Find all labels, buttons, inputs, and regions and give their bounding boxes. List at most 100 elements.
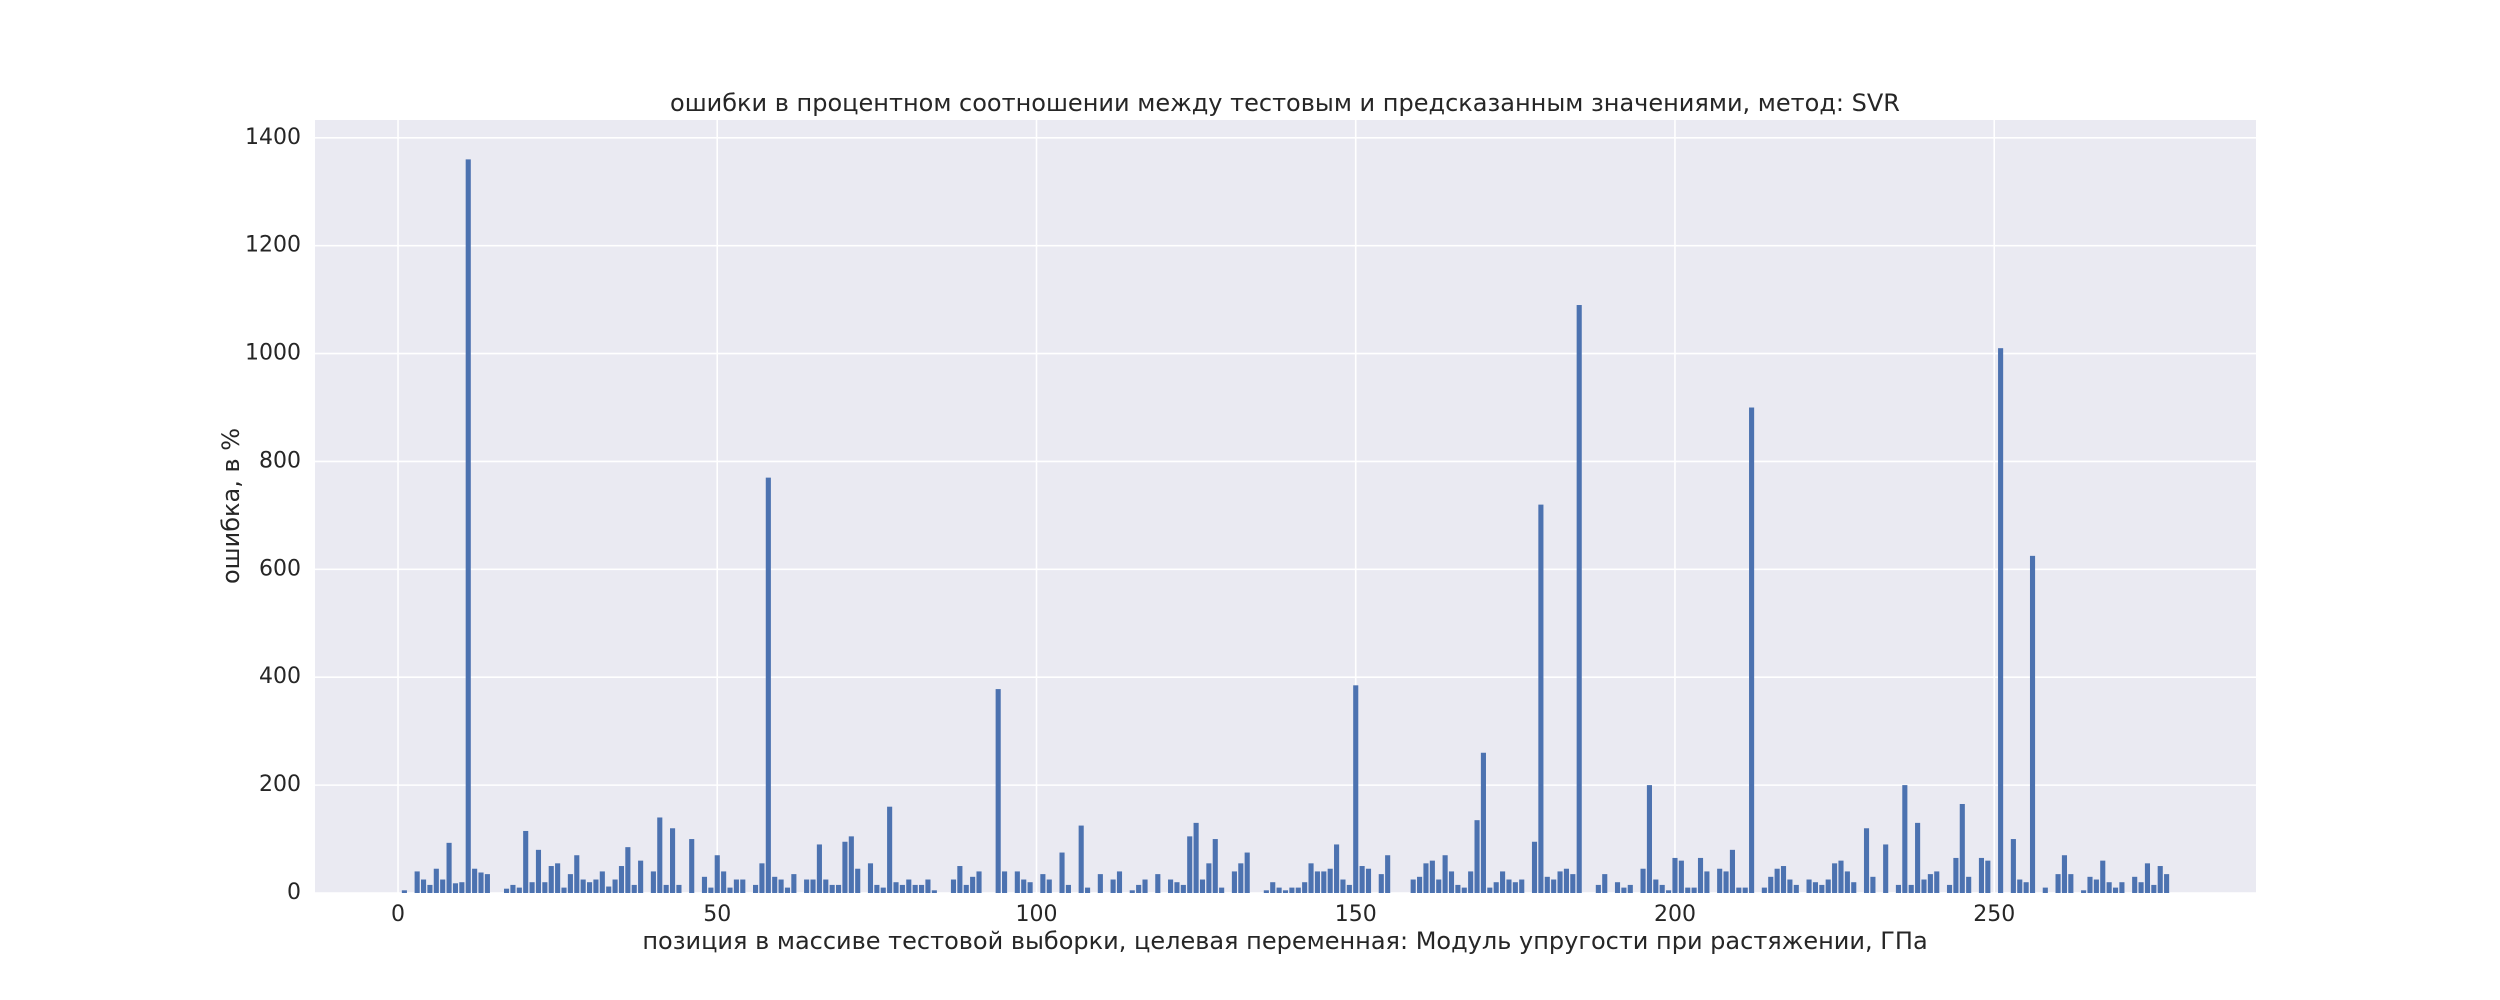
bar bbox=[2157, 866, 2163, 893]
bar bbox=[1927, 874, 1933, 893]
bar bbox=[1666, 890, 1672, 893]
bar bbox=[427, 884, 433, 893]
bar bbox=[542, 882, 548, 893]
bar bbox=[855, 868, 861, 893]
bar bbox=[1851, 882, 1857, 893]
bar bbox=[1863, 828, 1870, 893]
bar bbox=[1270, 882, 1276, 893]
bar bbox=[1825, 879, 1831, 893]
bar bbox=[631, 884, 637, 893]
bar bbox=[1174, 882, 1180, 893]
bar bbox=[2164, 874, 2170, 893]
bar bbox=[2055, 874, 2061, 893]
bar bbox=[1027, 882, 1033, 893]
bar bbox=[740, 879, 746, 893]
bar bbox=[1895, 884, 1902, 893]
bar bbox=[1627, 884, 1633, 893]
bar bbox=[836, 884, 842, 893]
bar bbox=[452, 883, 459, 893]
bar bbox=[1353, 685, 1359, 893]
bar bbox=[1959, 803, 1965, 893]
bar bbox=[727, 887, 733, 893]
y-tick-label: 1200 bbox=[245, 233, 301, 258]
bar bbox=[1621, 887, 1627, 893]
bar bbox=[2132, 876, 2138, 893]
bar bbox=[919, 884, 925, 893]
bar bbox=[867, 863, 874, 893]
bar bbox=[1544, 876, 1550, 893]
bar bbox=[1474, 820, 1480, 893]
bar bbox=[1193, 822, 1199, 893]
bar bbox=[1519, 879, 1525, 893]
bar bbox=[2087, 876, 2093, 893]
bar bbox=[503, 888, 510, 893]
bar bbox=[1014, 871, 1020, 893]
bar bbox=[1729, 849, 1735, 893]
bar bbox=[708, 887, 714, 893]
y-tick-label: 0 bbox=[287, 880, 301, 905]
bar bbox=[1040, 874, 1046, 893]
bar bbox=[1640, 868, 1646, 893]
bar bbox=[714, 855, 720, 893]
bar bbox=[823, 879, 829, 893]
bar bbox=[1385, 855, 1391, 893]
bar bbox=[1953, 857, 1959, 893]
bar bbox=[1282, 890, 1289, 893]
bar bbox=[874, 884, 880, 893]
bar bbox=[2151, 884, 2157, 893]
bar bbox=[1768, 876, 1774, 893]
bar bbox=[586, 882, 593, 893]
x-tick-label: 200 bbox=[1654, 902, 1696, 927]
bar bbox=[1672, 857, 1678, 893]
bar bbox=[1723, 871, 1729, 893]
bar bbox=[1276, 887, 1282, 893]
bar bbox=[1231, 871, 1237, 893]
bar bbox=[1429, 860, 1435, 893]
bar bbox=[1359, 866, 1365, 893]
bar bbox=[1978, 857, 1985, 893]
bar bbox=[1500, 871, 1506, 893]
bar bbox=[1806, 879, 1812, 893]
bar bbox=[1749, 407, 1755, 893]
bar bbox=[1238, 863, 1244, 893]
x-tick-label: 100 bbox=[1015, 902, 1057, 927]
bar bbox=[1142, 879, 1148, 893]
x-tick-label: 50 bbox=[703, 902, 731, 927]
bar bbox=[484, 874, 490, 893]
bar bbox=[1321, 871, 1327, 893]
bar bbox=[2106, 882, 2112, 893]
bar bbox=[1308, 863, 1314, 893]
bar bbox=[2017, 879, 2023, 893]
chart-title: ошибки в процентном соотношении между те… bbox=[670, 89, 1900, 117]
bar bbox=[1832, 863, 1838, 893]
bar bbox=[1212, 839, 1218, 893]
bar bbox=[880, 887, 886, 893]
bar bbox=[721, 871, 727, 893]
bar bbox=[1180, 884, 1186, 893]
bar bbox=[753, 884, 759, 893]
bar bbox=[2093, 879, 2099, 893]
bar bbox=[1155, 874, 1161, 893]
bar bbox=[1187, 836, 1193, 893]
bar bbox=[446, 842, 452, 893]
bar bbox=[1531, 841, 1538, 893]
bar bbox=[829, 884, 835, 893]
bar bbox=[1346, 884, 1352, 893]
bar bbox=[1136, 884, 1142, 893]
plot-area bbox=[315, 120, 2256, 893]
bar bbox=[1244, 852, 1250, 893]
bar bbox=[2138, 882, 2144, 893]
bar bbox=[2023, 882, 2029, 893]
bar bbox=[1417, 876, 1423, 893]
bar bbox=[1219, 887, 1225, 893]
bar bbox=[1059, 852, 1065, 893]
bar bbox=[2068, 874, 2074, 893]
bar bbox=[606, 886, 612, 893]
bar bbox=[420, 879, 427, 893]
y-tick-label: 1000 bbox=[245, 341, 301, 366]
bar bbox=[1915, 822, 1921, 893]
bar bbox=[478, 872, 484, 893]
bar bbox=[1870, 876, 1876, 893]
bar bbox=[887, 806, 893, 893]
